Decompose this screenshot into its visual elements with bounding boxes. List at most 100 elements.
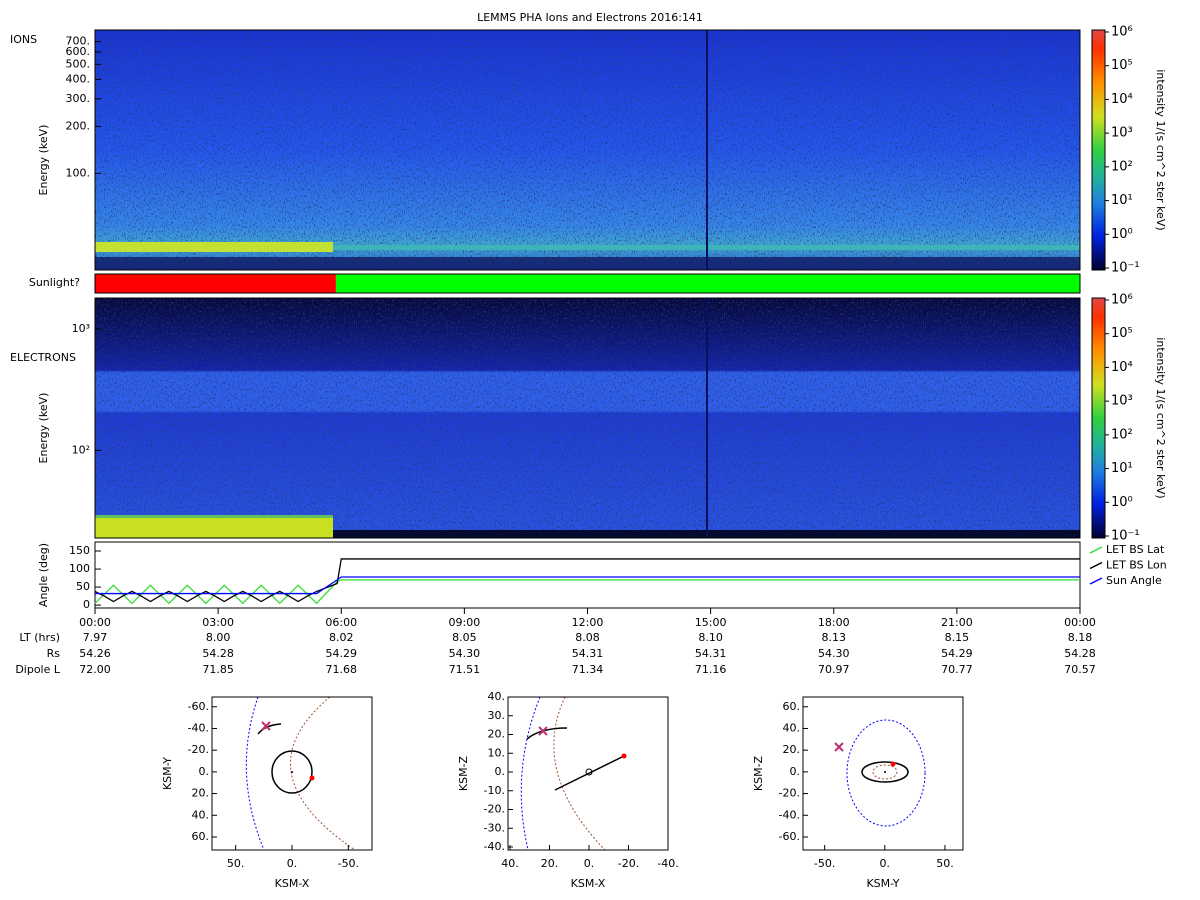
ephemeris-value: 8.00 bbox=[206, 631, 231, 644]
panel-label: ELECTRONS bbox=[10, 351, 76, 364]
orbit-frame bbox=[507, 696, 669, 851]
orbit-shapes bbox=[245, 696, 926, 851]
x-tick-label: 0. bbox=[287, 857, 298, 870]
x-tick-label: 00:00 bbox=[79, 616, 111, 629]
y-tick-label: 100. bbox=[66, 166, 91, 179]
y-tick-label: -10. bbox=[484, 784, 505, 797]
ephemeris-value: 7.97 bbox=[83, 631, 108, 644]
ephemeris-value: 8.18 bbox=[1068, 631, 1093, 644]
x-tick-label: 50. bbox=[227, 857, 245, 870]
y-tick-label: 40. bbox=[783, 721, 801, 734]
y-tick-label: -40. bbox=[188, 721, 209, 734]
series-line bbox=[94, 579, 1080, 605]
x-tick-label: 20. bbox=[541, 857, 559, 870]
ephemeris-value: 8.05 bbox=[452, 631, 477, 644]
y-tick-label: 60. bbox=[783, 700, 801, 713]
ephemeris-value: 8.08 bbox=[575, 631, 600, 644]
x-tick-label: 0. bbox=[584, 857, 595, 870]
x-tick-label: 09:00 bbox=[449, 616, 481, 629]
colorbar bbox=[1092, 30, 1105, 270]
colorbar-tick-label: 10³ bbox=[1111, 126, 1133, 141]
y-axis-label: Energy (keV) bbox=[37, 125, 50, 196]
ephemeris-value: 54.29 bbox=[326, 647, 358, 660]
y-tick-label: 40. bbox=[192, 808, 210, 821]
y-axis-label: Angle (deg) bbox=[37, 543, 50, 607]
colorbar-tick-label: 10⁰ bbox=[1111, 227, 1133, 242]
y-tick-label: -60. bbox=[779, 830, 800, 843]
colorbar-tick-label: 10⁻¹ bbox=[1111, 529, 1140, 544]
ephemeris-value: 70.97 bbox=[818, 663, 850, 676]
colorbar-tick-label: 10⁶ bbox=[1111, 293, 1133, 308]
y-tick-label: -20. bbox=[188, 743, 209, 756]
colorbar-label: intensity 1/(s cm^2 ster keV) bbox=[1154, 69, 1167, 230]
y-tick-label: 0. bbox=[790, 765, 801, 778]
y-axis-label: KSM-Z bbox=[457, 755, 470, 791]
x-tick-label: -50. bbox=[814, 857, 835, 870]
ephemeris-value: 71.34 bbox=[572, 663, 604, 676]
ephemeris-value: 71.68 bbox=[326, 663, 358, 676]
y-axis-label: KSM-Y bbox=[161, 757, 174, 790]
x-tick-label: 18:00 bbox=[818, 616, 850, 629]
ephemeris-value: 8.10 bbox=[698, 631, 723, 644]
y-tick-label: 60. bbox=[192, 830, 210, 843]
y-tick-label: 20. bbox=[488, 728, 506, 741]
y-tick-label: 50 bbox=[76, 580, 90, 593]
x-tick-label: 00:00 bbox=[1064, 616, 1096, 629]
ephemeris-value: 72.00 bbox=[79, 663, 111, 676]
colorbar bbox=[1092, 298, 1105, 538]
y-tick-label: -40. bbox=[779, 808, 800, 821]
colorbar-tick-label: 10⁴ bbox=[1111, 360, 1133, 375]
y-tick-label: 20. bbox=[192, 787, 210, 800]
orbit-frame bbox=[211, 696, 373, 851]
legend-swatch bbox=[1089, 546, 1103, 554]
colorbar-frame bbox=[1091, 297, 1106, 539]
y-tick-label: 10³ bbox=[72, 322, 90, 335]
ephemeris-value: 54.31 bbox=[695, 647, 727, 660]
y-tick-label: 0. bbox=[199, 765, 210, 778]
ephemeris-value: 54.26 bbox=[79, 647, 111, 660]
panel-frame bbox=[94, 29, 1081, 271]
x-tick-label: 21:00 bbox=[941, 616, 973, 629]
y-tick-label: 100 bbox=[69, 562, 90, 575]
colorbar-label: intensity 1/(s cm^2 ster keV) bbox=[1154, 337, 1167, 498]
ephemeris-value: 71.85 bbox=[202, 663, 234, 676]
ephemeris-value: 70.57 bbox=[1064, 663, 1096, 676]
y-tick-label: 500. bbox=[66, 57, 91, 70]
electron-spectrogram-image bbox=[95, 298, 1080, 538]
y-tick-label: 20. bbox=[783, 743, 801, 756]
x-tick-label: -50. bbox=[338, 857, 359, 870]
y-tick-label: 30. bbox=[488, 709, 506, 722]
colorbar-tick-label: 10⁵ bbox=[1111, 326, 1133, 341]
y-axis-label: Energy (keV) bbox=[37, 393, 50, 464]
y-tick-label: -30. bbox=[484, 821, 505, 834]
legend-swatch bbox=[1089, 577, 1103, 585]
ephemeris-value: 71.51 bbox=[449, 663, 481, 676]
sunlight-frame bbox=[94, 273, 1081, 294]
colorbar-tick-label: 10⁻¹ bbox=[1111, 261, 1140, 276]
ephemeris-value: 54.30 bbox=[449, 647, 481, 660]
legend-label: LET BS Lon bbox=[1106, 559, 1167, 572]
ephemeris-value: 71.16 bbox=[695, 663, 727, 676]
legend-label: LET BS Lat bbox=[1106, 543, 1165, 556]
x-tick-label: 03:00 bbox=[202, 616, 234, 629]
y-tick-label: 10. bbox=[488, 746, 506, 759]
x-axis-label: KSM-X bbox=[275, 877, 310, 890]
sunlight-segment bbox=[95, 274, 336, 293]
colorbar-frame bbox=[1091, 29, 1106, 271]
ephemeris-value: 70.77 bbox=[941, 663, 973, 676]
y-tick-label: -20. bbox=[484, 803, 505, 816]
panel-frame bbox=[94, 297, 1081, 539]
colorbar-tick-label: 10¹ bbox=[1111, 461, 1133, 476]
orbit-frame bbox=[802, 696, 964, 851]
x-tick-label: 15:00 bbox=[695, 616, 727, 629]
x-tick-label: 0. bbox=[880, 857, 891, 870]
colorbar-tick-label: 10² bbox=[1111, 159, 1133, 174]
sunlight-label: Sunlight? bbox=[29, 276, 80, 289]
colorbar-tick-label: 10⁴ bbox=[1111, 92, 1133, 107]
ephemeris-label: Rs bbox=[47, 647, 61, 660]
y-axis-label: KSM-Z bbox=[752, 755, 765, 791]
y-tick-label: -20. bbox=[779, 787, 800, 800]
ephemeris-value: 54.31 bbox=[572, 647, 604, 660]
y-tick-label: 700. bbox=[66, 35, 91, 48]
colorbar-tick-label: 10³ bbox=[1111, 394, 1133, 409]
